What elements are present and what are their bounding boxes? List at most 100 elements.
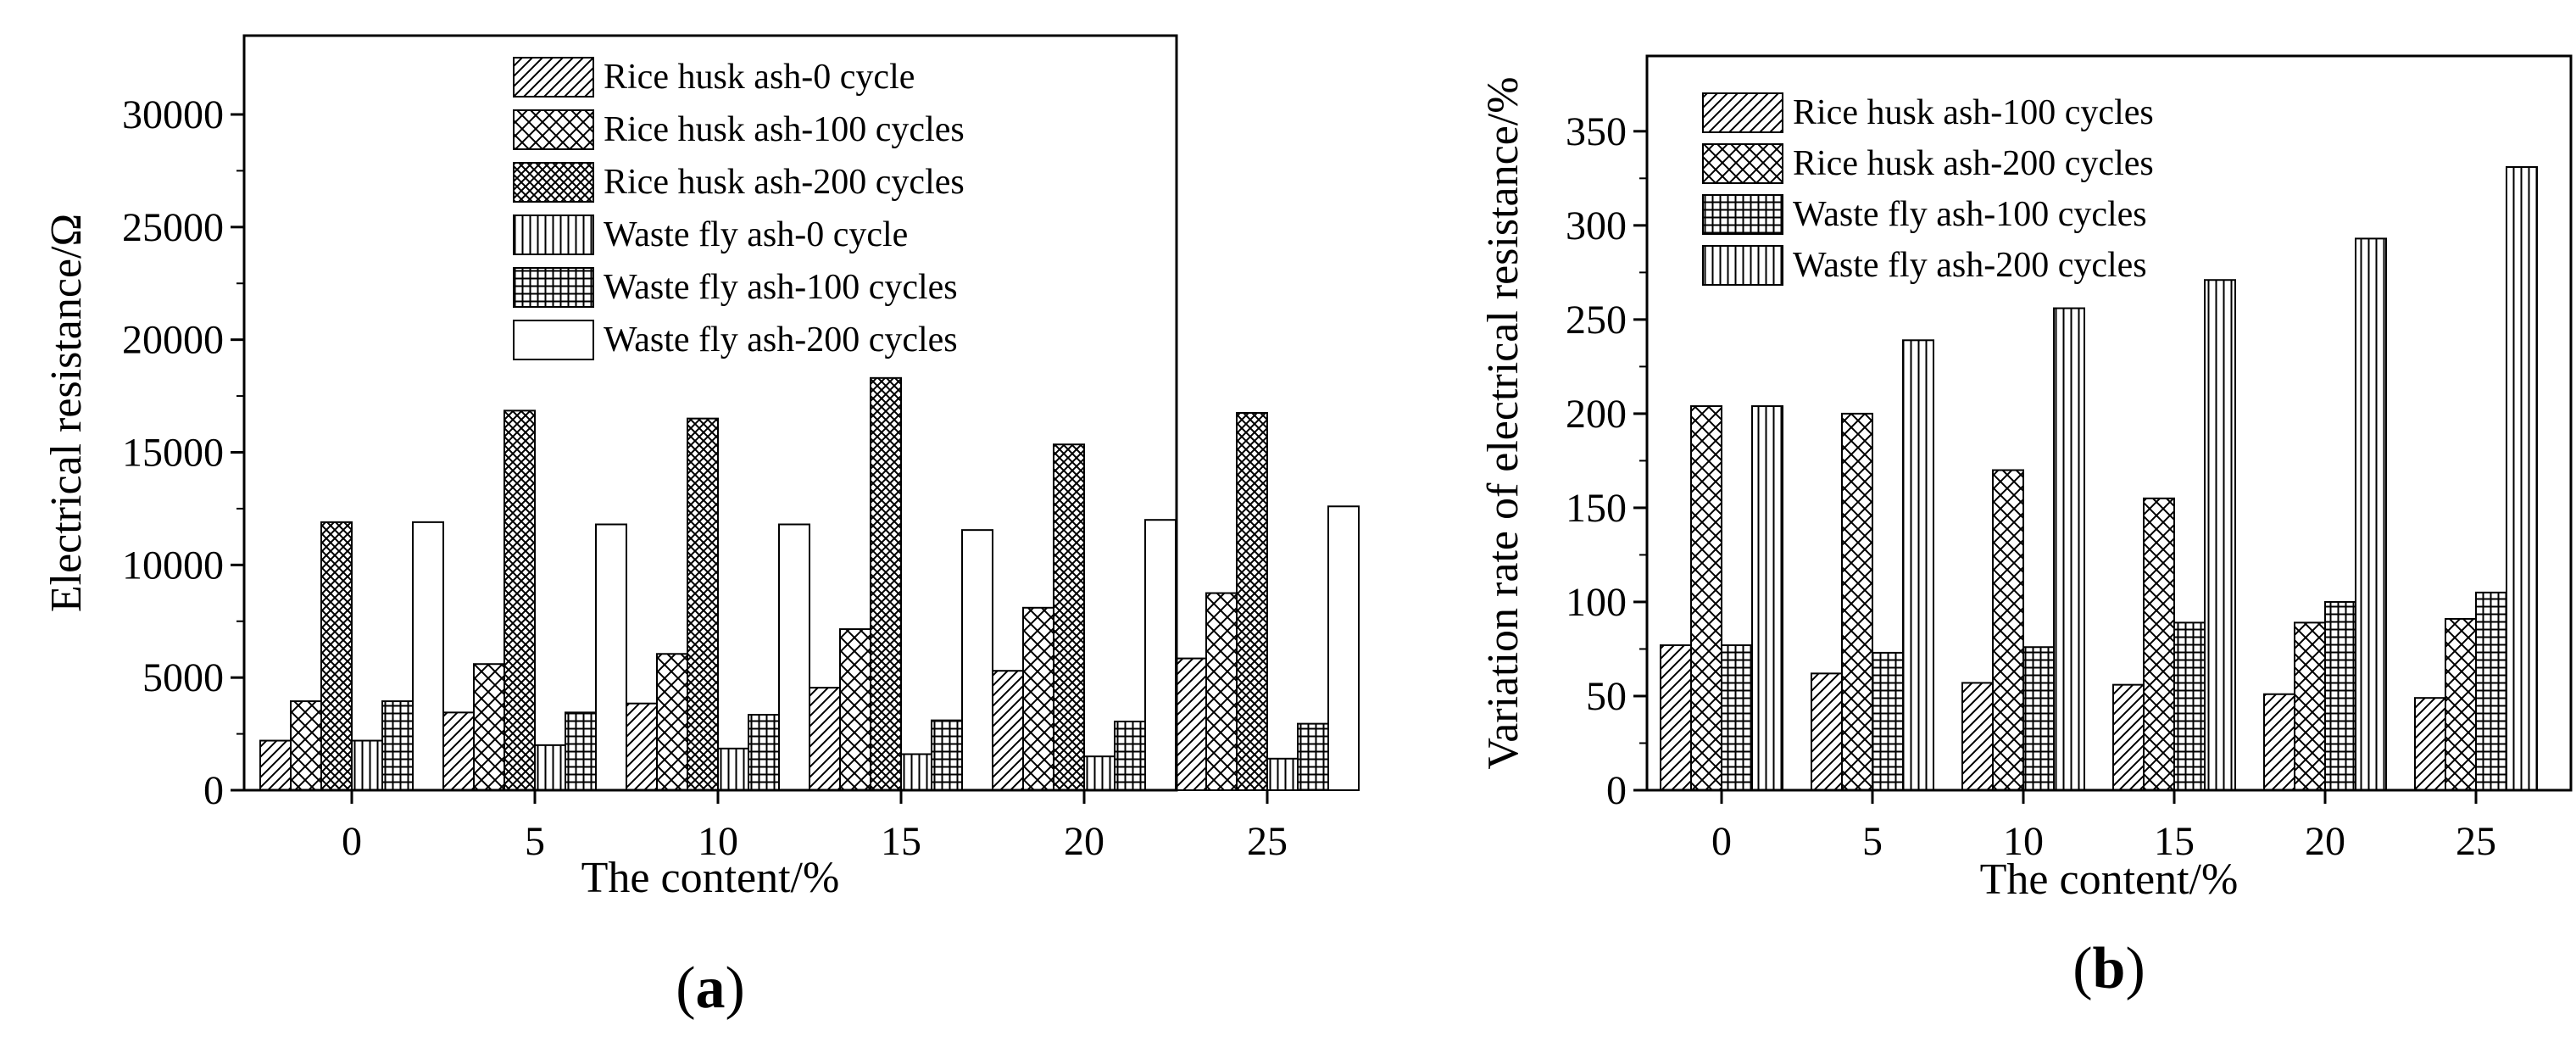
bar-a-s1-c25 — [1175, 657, 1207, 791]
bar-a-s2-c0 — [290, 700, 322, 791]
legend-swatch-b-s3 — [1702, 194, 1783, 235]
bar-b-s3-c25 — [2475, 591, 2507, 791]
bar-a-s6-c25 — [1327, 505, 1360, 791]
x-tick-label-a-25: 25 — [1247, 819, 1288, 864]
plot-frame-b — [1645, 54, 2573, 792]
legend-label-b-s1: Rice husk ash-100 cycles — [1793, 93, 2154, 132]
legend-label-a-s6: Waste fly ash-200 cycles — [604, 320, 958, 359]
legend-swatch-b-s1 — [1702, 92, 1783, 133]
legend-swatch-a-s2 — [513, 109, 594, 150]
bar-a-s5-c25 — [1297, 722, 1329, 792]
x-tick-label-b-10: 10 — [2003, 819, 2044, 864]
bar-a-s1-c15 — [809, 687, 841, 791]
legend-swatch-a-s3 — [513, 162, 594, 203]
bar-a-s2-c5 — [473, 663, 505, 791]
legend-swatch-b-s2 — [1702, 143, 1783, 184]
bar-b-s3-c0 — [1721, 644, 1753, 791]
bar-b-s2-c25 — [2445, 617, 2477, 792]
bar-b-s3-c20 — [2324, 600, 2356, 792]
bar-b-s4-c25 — [2506, 166, 2538, 791]
bar-b-s2-c10 — [1992, 469, 2024, 791]
legend-label-b-s4: Waste fly ash-200 cycles — [1793, 246, 2147, 285]
y-tick-label-a-15000: 15000 — [122, 430, 224, 475]
bar-a-s2-c25 — [1205, 592, 1238, 791]
bar-a-s3-c10 — [687, 417, 719, 791]
bar-b-s1-c25 — [2414, 697, 2446, 792]
bar-a-s4-c5 — [534, 744, 566, 791]
y-axis-title-b: Variation rate of electrical resistance/… — [1479, 76, 1527, 769]
bar-a-s4-c15 — [900, 753, 932, 792]
legend-label-a-s5: Waste fly ash-100 cycles — [604, 268, 958, 307]
panel-label-a: (a) — [676, 956, 745, 1021]
x-axis-title-b: The content/% — [1980, 855, 2239, 904]
bar-a-s5-c20 — [1114, 720, 1146, 792]
bar-b-s2-c5 — [1841, 412, 1873, 791]
legend-swatch-a-s4 — [513, 215, 594, 255]
x-tick-label-b-20: 20 — [2305, 819, 2345, 864]
panel-label-b: (b) — [2072, 936, 2145, 1001]
bar-b-s1-c10 — [1961, 682, 1994, 792]
x-tick-label-b-0: 0 — [1711, 819, 1732, 864]
chart-b: 0 50 100 150 200 250 300 350 0 5 10 15 20 25 The conte… — [1479, 54, 2573, 1001]
bar-b-s4-c20 — [2355, 237, 2387, 791]
bar-a-s5-c5 — [565, 711, 597, 791]
y-tick-label-b-150: 150 — [1566, 486, 1627, 531]
x-tick-label-a-0: 0 — [342, 819, 362, 864]
x-tick-label-a-15: 15 — [881, 819, 921, 864]
bar-a-s6-c15 — [961, 529, 993, 791]
bar-b-s1-c5 — [1811, 672, 1843, 791]
legend-label-a-s4: Waste fly ash-0 cycle — [604, 215, 908, 254]
y-tick-label-b-0: 0 — [1606, 768, 1627, 813]
bar-a-s3-c0 — [320, 521, 353, 792]
legend-label-a-s2: Rice husk ash-100 cycles — [604, 110, 965, 149]
bar-b-s4-c10 — [2053, 307, 2085, 791]
bar-a-s6-c20 — [1144, 519, 1177, 791]
bar-b-s3-c15 — [2173, 621, 2206, 791]
bar-a-s1-c20 — [992, 670, 1024, 791]
legend-label-b-s3: Waste fly ash-100 cycles — [1793, 195, 2147, 234]
y-tick-label-b-250: 250 — [1566, 298, 1627, 343]
bar-a-s5-c10 — [748, 714, 780, 791]
bar-b-s2-c20 — [2294, 621, 2326, 791]
bar-a-s3-c20 — [1053, 443, 1085, 791]
bar-b-s1-c15 — [2112, 683, 2145, 792]
x-tick-label-b-15: 15 — [2154, 819, 2195, 864]
bar-a-s6-c0 — [412, 521, 444, 792]
bar-b-s3-c10 — [2022, 646, 2055, 791]
y-tick-label-a-5000: 5000 — [142, 655, 224, 700]
y-tick-label-a-0: 0 — [203, 768, 224, 813]
bar-b-s2-c15 — [2143, 497, 2175, 791]
bar-b-s2-c0 — [1690, 405, 1722, 791]
x-tick-label-b-25: 25 — [2456, 819, 2496, 864]
bar-a-s3-c5 — [504, 410, 536, 791]
legend-swatch-a-s1 — [513, 57, 594, 98]
bar-b-s1-c20 — [2263, 693, 2295, 791]
x-tick-label-a-20: 20 — [1064, 819, 1104, 864]
y-tick-label-a-10000: 10000 — [122, 543, 224, 588]
bar-a-s1-c10 — [626, 702, 658, 792]
bar-a-s6-c5 — [595, 523, 627, 791]
y-tick-label-b-300: 300 — [1566, 203, 1627, 248]
legend-swatch-a-s6 — [513, 320, 594, 360]
legend-label-b-s2: Rice husk ash-200 cycles — [1793, 144, 2154, 183]
bar-b-s3-c5 — [1872, 651, 1904, 792]
x-axis-title-a: The content/% — [581, 854, 840, 902]
y-tick-label-b-50: 50 — [1586, 674, 1627, 719]
legend-label-a-s1: Rice husk ash-0 cycle — [604, 58, 915, 97]
bar-b-s4-c5 — [1902, 339, 1934, 791]
bar-b-s4-c0 — [1751, 405, 1783, 791]
bar-a-s1-c0 — [259, 739, 292, 792]
y-tick-label-b-350: 350 — [1566, 109, 1627, 154]
bar-a-s2-c15 — [839, 628, 871, 792]
bar-a-s4-c20 — [1083, 755, 1116, 791]
bar-a-s3-c25 — [1236, 412, 1268, 791]
bar-a-s6-c10 — [778, 523, 810, 791]
chart-a: 0 5000 10000 15000 20000 25000 30000 0 5 10 15 20 25… — [42, 34, 1360, 1021]
bar-b-s4-c15 — [2204, 279, 2236, 791]
bar-a-s4-c0 — [351, 739, 383, 792]
y-axis-title-a: Electrical resistance/Ω — [42, 214, 91, 612]
bar-a-s4-c10 — [717, 747, 749, 792]
legend-swatch-a-s5 — [513, 267, 594, 308]
